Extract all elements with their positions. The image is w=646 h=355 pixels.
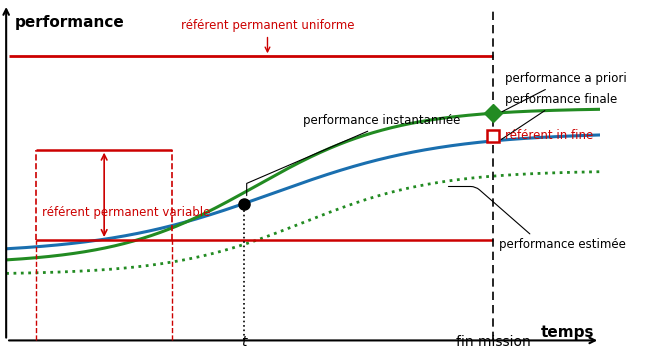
Text: performance a priori: performance a priori (501, 72, 627, 112)
Text: t: t (241, 335, 247, 349)
Text: référent in fine: référent in fine (505, 130, 593, 142)
Text: temps: temps (541, 326, 594, 340)
Text: performance estimée: performance estimée (448, 186, 626, 251)
Text: performance: performance (15, 15, 125, 29)
Text: performance finale: performance finale (501, 93, 618, 140)
Text: référent permanent uniforme: référent permanent uniforme (181, 19, 354, 52)
Text: fin mission: fin mission (456, 335, 530, 349)
Text: référent permanent variable: référent permanent variable (42, 206, 210, 219)
Text: performance instantannée: performance instantannée (247, 114, 461, 196)
